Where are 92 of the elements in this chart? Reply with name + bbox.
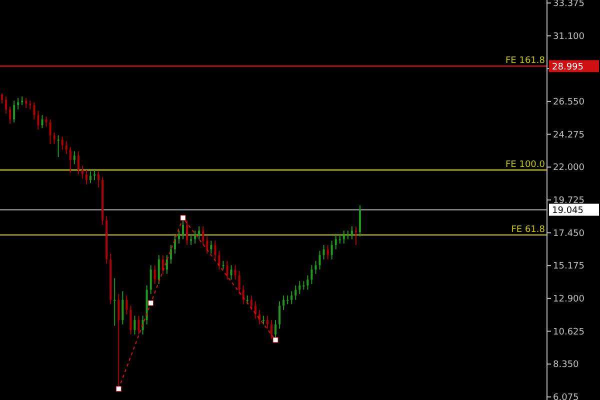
candlestick <box>278 300 281 330</box>
candlestick <box>126 295 128 315</box>
point <box>116 386 122 392</box>
y-tick-label: 22.000 <box>553 163 585 174</box>
candlestick <box>266 315 268 330</box>
candlestick <box>310 264 313 284</box>
candlestick <box>342 230 345 244</box>
text: 28.995 <box>552 62 584 72</box>
candlestick <box>138 315 140 335</box>
candlestick <box>130 305 132 335</box>
y-tick-label: 19.725 <box>553 196 584 206</box>
candlestick <box>166 254 168 274</box>
candlestick <box>114 278 116 326</box>
y-tick-label: 12.900 <box>553 294 585 305</box>
candlestick <box>162 254 164 274</box>
candlestick <box>178 230 180 244</box>
y-tick-label: 17.450 <box>553 228 585 239</box>
candlestick <box>234 264 236 280</box>
y-tick-label: 10.625 <box>553 327 584 338</box>
candlestick <box>186 220 188 246</box>
point <box>272 337 278 343</box>
point <box>180 215 186 221</box>
candlestick <box>158 254 160 284</box>
candlestick <box>174 234 176 254</box>
candlestick <box>330 240 333 260</box>
candlestick <box>270 320 272 340</box>
candlestick <box>61 136 64 150</box>
candlestick <box>202 226 204 246</box>
ref-line-label: FE 161.8 <box>506 56 546 66</box>
candlestick <box>33 102 36 120</box>
candlestick <box>250 295 252 310</box>
y-tick-label: 31.100 <box>553 32 585 42</box>
candlestick <box>358 204 361 237</box>
candlestick <box>238 270 240 295</box>
candlestick <box>134 315 136 335</box>
candlestick <box>81 165 84 180</box>
candlestick <box>85 169 88 185</box>
candlestick <box>314 260 317 274</box>
candlestick <box>334 234 337 250</box>
candlestick <box>69 146 72 174</box>
candlestick <box>77 150 80 175</box>
candlestick <box>198 226 200 240</box>
candlestick <box>210 240 212 254</box>
candlestick <box>13 100 16 123</box>
candlestick <box>73 150 76 165</box>
candlestick <box>326 244 329 260</box>
candlestick <box>5 96 8 114</box>
candlestick <box>122 290 124 325</box>
candlestick <box>350 226 353 240</box>
candlestick <box>170 244 172 264</box>
candlestick <box>290 290 293 305</box>
candlestick <box>53 132 56 145</box>
candlestick <box>282 295 285 310</box>
candlestick <box>25 97 28 108</box>
text: 19.045 <box>552 206 584 216</box>
candlestick <box>57 134 60 158</box>
candlestick <box>262 315 264 325</box>
candlestick <box>154 264 156 284</box>
candlestick <box>65 140 68 155</box>
candlestick <box>226 260 228 280</box>
candlestick <box>17 97 20 110</box>
candlestick <box>89 170 92 184</box>
y-tick-label: 24.275 <box>553 130 584 140</box>
candlestick <box>298 280 301 295</box>
candlestick <box>206 236 208 254</box>
candlestick <box>41 114 44 129</box>
y-tick-label: 6.075 <box>553 393 579 400</box>
candlestick <box>150 264 152 295</box>
candlestick <box>37 110 40 130</box>
candlestick <box>94 169 96 181</box>
ref-line-label: FE 100.0 <box>506 160 546 170</box>
candlestick <box>98 170 100 188</box>
candlestick <box>190 234 192 246</box>
y-tick-label: 8.350 <box>553 360 580 370</box>
y-tick-label: 26.550 <box>553 98 585 108</box>
candlestick <box>45 116 48 128</box>
candlestick <box>1 93 4 104</box>
candlestick <box>294 284 297 300</box>
candlestick <box>306 274 309 290</box>
candlestick <box>49 118 52 145</box>
point <box>148 300 154 306</box>
candlestick <box>322 244 325 260</box>
candlestick <box>354 226 357 246</box>
candlestick <box>9 106 12 124</box>
ref-line-label: FE 61.8 <box>511 224 546 235</box>
candlestick <box>302 280 305 290</box>
candlestick <box>214 240 216 260</box>
candlestick <box>218 250 220 270</box>
candlestick <box>230 264 232 280</box>
candlestick <box>318 250 321 270</box>
y-tick-label: 15.175 <box>553 262 584 272</box>
candlestick <box>254 300 256 320</box>
